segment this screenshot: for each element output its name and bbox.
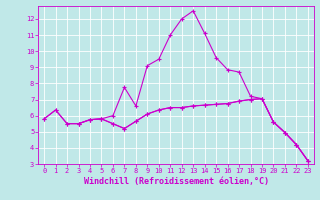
X-axis label: Windchill (Refroidissement éolien,°C): Windchill (Refroidissement éolien,°C) xyxy=(84,177,268,186)
